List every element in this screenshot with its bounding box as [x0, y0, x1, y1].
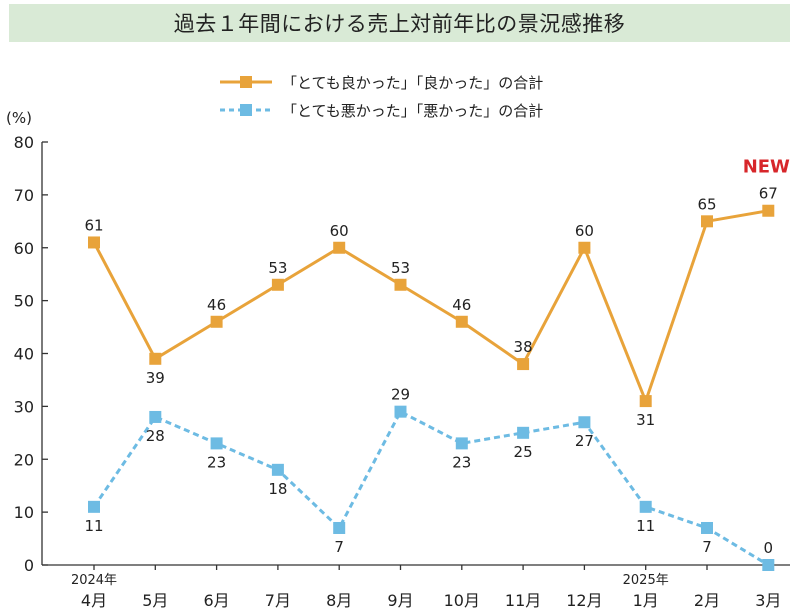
data-point: [333, 241, 346, 254]
data-point: [701, 215, 713, 228]
y-tick-label: 40: [14, 345, 34, 364]
data-label: 23: [452, 453, 471, 471]
data-point: [762, 204, 775, 217]
data-point: [701, 521, 713, 534]
data-point: [333, 521, 346, 534]
data-point: [517, 358, 530, 371]
data-label: 61: [84, 216, 103, 234]
y-tick-label: 60: [14, 239, 34, 258]
x-tick-label: 5月: [142, 591, 168, 610]
data-label: 18: [268, 480, 287, 498]
data-point: [455, 315, 468, 328]
data-point: [149, 410, 162, 423]
data-label: 38: [514, 338, 533, 356]
x-tick-label: 9月: [387, 591, 413, 610]
x-tick-label: 12月: [566, 591, 602, 610]
data-label: 39: [146, 369, 165, 387]
data-label: 28: [146, 427, 165, 445]
data-point: [271, 463, 284, 476]
x-tick-label: 11月: [505, 591, 541, 610]
data-point: [639, 395, 652, 408]
series-line: [92, 209, 769, 403]
y-tick-label: 80: [14, 133, 34, 152]
x-tick-label: 3月: [755, 591, 781, 610]
data-label: 67: [759, 185, 778, 203]
data-label: 11: [636, 517, 655, 535]
data-point: [88, 500, 100, 513]
data-point: [578, 416, 591, 429]
new-annotation: NEW: [743, 157, 790, 178]
data-point: [149, 352, 162, 365]
chart-title: 過去１年間における売上対前年比の景況感推移: [173, 12, 626, 36]
data-label: 60: [575, 222, 594, 240]
data-label: 46: [207, 296, 226, 314]
data-point: [639, 500, 652, 513]
data-point: [517, 426, 530, 439]
data-point: [394, 278, 407, 291]
data-label: 0: [764, 539, 774, 557]
data-label: 27: [575, 432, 594, 450]
data-label: 23: [207, 453, 226, 471]
legend-marker: [240, 76, 252, 88]
y-tick-label: 50: [14, 292, 34, 311]
data-point: [455, 437, 468, 450]
data-point: [210, 315, 223, 328]
data-label: 11: [84, 517, 103, 535]
data-point: [762, 559, 775, 571]
data-label: 25: [514, 443, 533, 461]
data-point: [578, 241, 591, 254]
data-label: 31: [636, 411, 655, 429]
y-axis-unit: (%): [6, 109, 32, 127]
data-label: 7: [702, 538, 712, 556]
x-tick-label: 8月: [326, 591, 352, 610]
data-label: 60: [330, 222, 349, 240]
x-tick-label: 1月: [633, 591, 659, 610]
y-tick-label: 70: [14, 186, 34, 205]
year-label: 2024年: [71, 573, 117, 588]
y-tick-label: 20: [14, 450, 34, 469]
data-point: [271, 278, 284, 291]
data-label: 7: [334, 538, 344, 556]
data-point: [88, 236, 100, 249]
legend-label: 「とても良かった」「良かった」の合計: [282, 74, 543, 92]
legend-marker: [240, 104, 252, 116]
x-tick-label: 7月: [265, 591, 291, 610]
y-tick-label: 30: [14, 397, 34, 416]
data-label: 65: [697, 195, 716, 213]
y-tick-label: 10: [14, 503, 34, 522]
year-label: 2025年: [623, 573, 669, 588]
x-tick-label: 2月: [694, 591, 720, 610]
title-bar: 過去１年間における売上対前年比の景況感推移: [9, 4, 790, 42]
data-label: 29: [391, 386, 410, 404]
data-label: 53: [391, 259, 410, 277]
data-point: [394, 405, 407, 418]
x-tick-label: 10月: [444, 591, 480, 610]
data-point: [210, 437, 223, 450]
legend-label: 「とても悪かった」「悪かった」の合計: [282, 102, 543, 120]
x-tick-label: 4月: [81, 591, 107, 610]
series-line: [92, 410, 770, 567]
data-label: 46: [452, 296, 471, 314]
y-tick-label: 0: [24, 556, 34, 575]
data-label: 53: [268, 259, 287, 277]
x-tick-label: 6月: [204, 591, 230, 610]
